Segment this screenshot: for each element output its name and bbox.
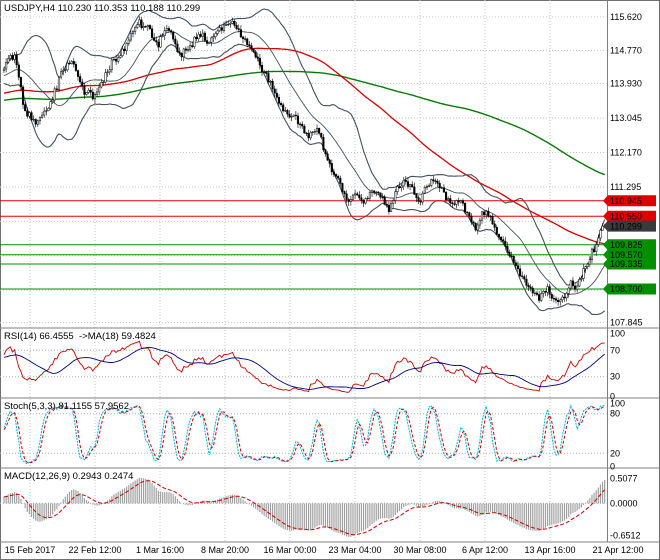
x-axis-label: 13 Apr 16:00 [524,545,575,555]
y-axis-label: 30 [610,372,620,382]
svg-text:110.945: 110.945 [610,196,642,206]
main-panel [0,8,607,316]
y-axis-label: 111.295 [610,182,641,192]
time-scale[interactable]: 15 Feb 2017 22 Feb 12:00 1 Mar 16:00 8 Mar … [5,545,644,555]
x-axis-label: 30 Mar 08:00 [393,545,446,555]
y-axis-label: 114.770 [610,45,642,55]
stoch-signal-line [3,405,605,464]
candles-layer [2,16,606,306]
y-axis-label: 80 [610,409,620,419]
y-axis-label: 100 [610,399,625,409]
y-axis-label: 0 [610,392,615,402]
svg-text:109.825: 109.825 [610,240,643,250]
panel-dividers [0,0,660,543]
y-axis-label: 0 [610,462,615,472]
macd-signal-line [3,480,606,536]
y-axis-label: 113.930 [610,78,642,88]
svg-text:110.550: 110.550 [610,211,642,221]
y-axis-label: 112.170 [610,148,642,158]
rsi-line [3,340,605,393]
price-level-badge: 110.550 [603,210,656,222]
macd-panel [0,477,607,537]
x-axis-label: 6 Apr 12:00 [462,545,508,555]
svg-text:109.335: 109.335 [610,259,643,269]
y-axis-label: 115.620 [610,12,642,22]
ma-red-line [3,47,605,245]
y-axis-label: -0.6512 [610,531,641,541]
x-axis-label: 8 Mar 20:00 [201,545,249,555]
rsi-ma-line [3,346,605,390]
price-level-badge: 110.945 [603,195,656,207]
svg-text:108.700: 108.700 [610,284,643,294]
rsi-panel [0,340,607,393]
svg-text:110.299: 110.299 [610,221,642,231]
stoch-main-line [3,404,605,465]
y-axis-label: 70 [610,345,620,355]
x-axis-label: 1 Mar 16:00 [136,545,184,555]
current-price-badge: 110.299 [603,220,656,232]
x-axis-label: 21 Apr 12:00 [592,545,643,555]
bollinger-middle [3,31,606,295]
y-axis-label: 113.045 [610,113,642,123]
ma-green-line [3,70,605,176]
x-axis-label: 15 Feb 2017 [5,545,56,555]
y-axis-label: 107.845 [610,318,643,328]
stoch-panel [0,404,607,465]
grid [0,0,607,542]
y-axis-label: 0.0000 [610,498,638,508]
y-axis-label: 0.5077 [610,473,638,483]
bollinger-lower [3,43,606,316]
x-axis-label: 16 Mar 00:00 [263,545,316,555]
price-level-badge: 109.825 [603,239,656,251]
price-level-badge: 108.700 [603,283,656,295]
price-level-badge: 109.570 [603,249,656,261]
y-axis-label: 100 [610,329,625,339]
price-level-badge: 109.335 [603,258,656,270]
y-axis-label: 20 [610,448,620,458]
x-axis-label: 23 Mar 04:00 [328,545,381,555]
bollinger-upper [3,8,606,286]
x-axis-label: 22 Feb 12:00 [68,545,121,555]
svg-text:109.570: 109.570 [610,250,643,260]
price-scale[interactable]: 115.620 114.770 113.930 113.045 112.170 111.2… [603,12,656,541]
